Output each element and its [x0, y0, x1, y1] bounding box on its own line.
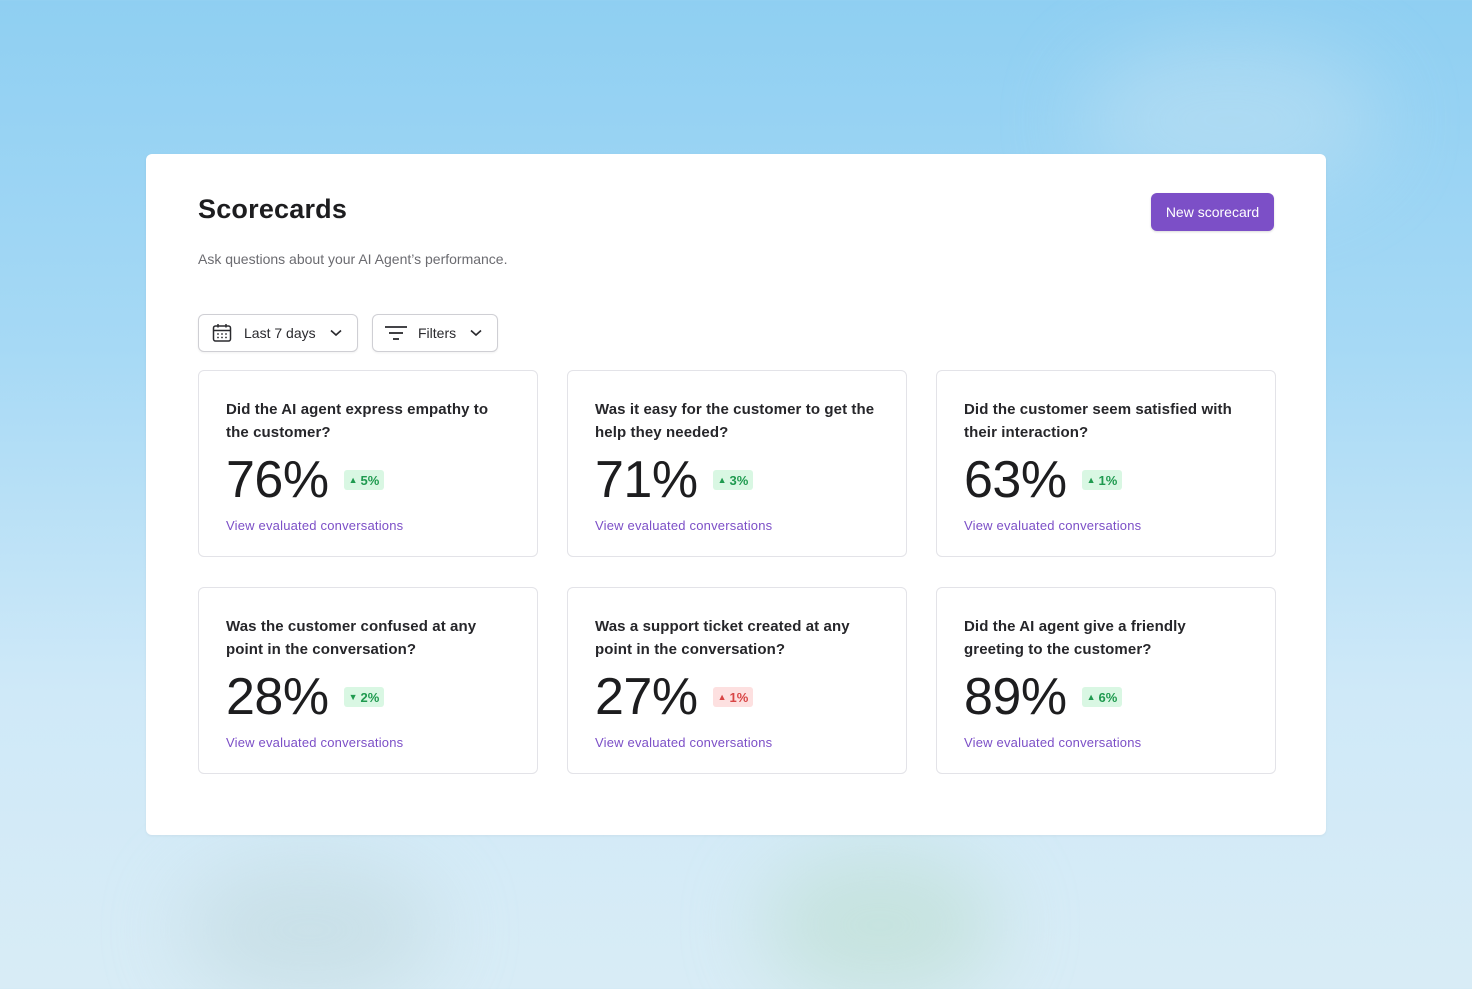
scorecard-card: Did the customer seem satisfied with the… [936, 370, 1276, 557]
delta-badge: ▼ 2% [343, 687, 385, 707]
delta-badge: ▲ 1% [1081, 470, 1123, 490]
scorecard-card: Did the AI agent give a friendly greetin… [936, 587, 1276, 774]
scorecard-question: Was it easy for the customer to get the … [595, 401, 875, 441]
scorecard-percent: 63% [964, 451, 1067, 509]
scorecard-question: Did the AI agent express empathy to the … [226, 401, 489, 441]
filter-lines-icon [385, 322, 407, 344]
scorecard-question: Was the customer confused at any point i… [226, 618, 477, 658]
new-scorecard-button[interactable]: New scorecard [1151, 193, 1274, 231]
view-conversations-link[interactable]: View evaluated conversations [226, 518, 404, 533]
filters-dropdown[interactable]: Filters [372, 314, 498, 352]
metric-row: 76% ▲ 5% [226, 452, 510, 508]
scorecard-question: Did the customer seem satisfied with the… [964, 401, 1232, 441]
delta-badge: ▲ 3% [712, 470, 754, 490]
triangle-down-icon: ▼ [348, 692, 358, 702]
triangle-up-icon: ▲ [1086, 475, 1096, 485]
scorecard-percent: 76% [226, 451, 329, 509]
scorecard-grid: Did the AI agent express empathy to the … [198, 370, 1276, 774]
triangle-up-icon: ▲ [1086, 692, 1096, 702]
chevron-down-icon [330, 329, 342, 337]
metric-row: 28% ▼ 2% [226, 669, 510, 725]
scorecard-percent: 27% [595, 668, 698, 726]
delta-value: 3% [729, 472, 749, 488]
scorecard-card: Was the customer confused at any point i… [198, 587, 538, 774]
delta-badge: ▲ 5% [343, 470, 385, 490]
delta-value: 1% [729, 689, 749, 705]
scorecard-percent: 89% [964, 668, 1067, 726]
date-range-label: Last 7 days [244, 325, 316, 341]
view-conversations-link[interactable]: View evaluated conversations [595, 518, 773, 533]
metric-row: 27% ▲ 1% [595, 669, 879, 725]
page-title: Scorecards [198, 194, 348, 224]
scorecard-percent: 28% [226, 668, 329, 726]
page-subtitle: Ask questions about your AI Agent’s perf… [198, 251, 508, 267]
delta-badge: ▲ 1% [712, 687, 754, 707]
scorecard-card: Was a support ticket created at any poin… [567, 587, 907, 774]
delta-value: 2% [360, 689, 380, 705]
triangle-up-icon: ▲ [717, 692, 727, 702]
view-conversations-link[interactable]: View evaluated conversations [595, 735, 773, 750]
chevron-down-icon [470, 329, 482, 337]
metric-row: 89% ▲ 6% [964, 669, 1248, 725]
scorecard-card: Did the AI agent express empathy to the … [198, 370, 538, 557]
view-conversations-link[interactable]: View evaluated conversations [964, 518, 1142, 533]
background-blob [760, 850, 1000, 989]
delta-value: 1% [1098, 472, 1118, 488]
metric-row: 63% ▲ 1% [964, 452, 1248, 508]
scorecards-panel: Scorecards Ask questions about your AI A… [146, 154, 1326, 835]
triangle-up-icon: ▲ [717, 475, 727, 485]
view-conversations-link[interactable]: View evaluated conversations [226, 735, 404, 750]
triangle-up-icon: ▲ [348, 475, 358, 485]
metric-row: 71% ▲ 3% [595, 452, 879, 508]
delta-badge: ▲ 6% [1081, 687, 1123, 707]
delta-value: 6% [1098, 689, 1118, 705]
scorecard-question: Did the AI agent give a friendly greetin… [964, 618, 1186, 658]
scorecard-percent: 71% [595, 451, 698, 509]
scorecard-question: Was a support ticket created at any poin… [595, 618, 850, 658]
view-conversations-link[interactable]: View evaluated conversations [964, 735, 1142, 750]
filters-label: Filters [418, 325, 457, 341]
delta-value: 5% [360, 472, 380, 488]
scorecard-card: Was it easy for the customer to get the … [567, 370, 907, 557]
date-range-dropdown[interactable]: Last 7 days [198, 314, 358, 352]
background-blob [180, 860, 440, 989]
calendar-icon [211, 322, 233, 344]
